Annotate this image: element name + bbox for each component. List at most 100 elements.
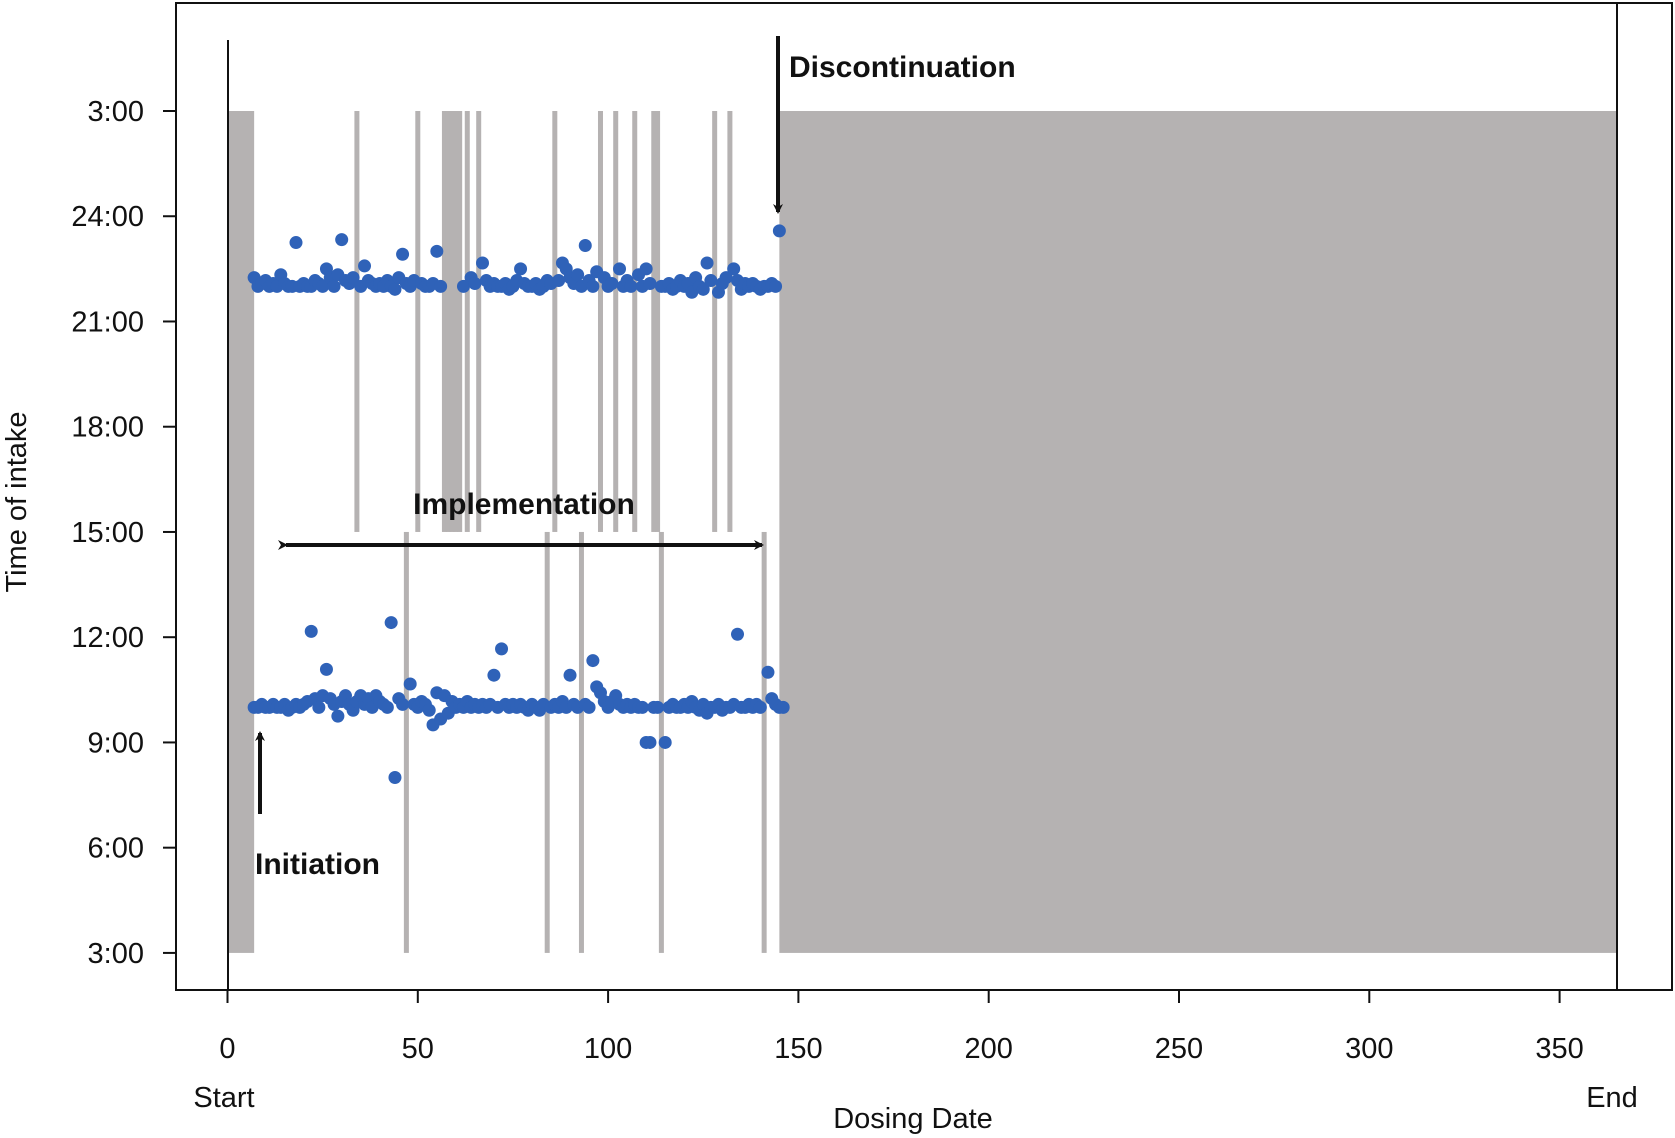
- morning-intake-point: [312, 700, 326, 714]
- evening-intake-point: [772, 224, 786, 238]
- missed-evening-bar: [445, 111, 451, 532]
- evening-intake-point: [316, 279, 330, 293]
- morning-intake-point: [396, 697, 410, 711]
- morning-intake-point: [582, 700, 596, 714]
- discontinuation-label: Discontinuation: [789, 51, 1016, 84]
- y-tick-label: 12:00: [71, 622, 144, 654]
- missed-evening-bar: [441, 111, 447, 532]
- missed-evening-bar: [476, 111, 482, 532]
- shaded-periods: [227, 111, 1617, 953]
- evening-intake-point: [704, 274, 718, 288]
- x-tick-label: 250: [1155, 1033, 1203, 1065]
- morning-intake-point: [586, 654, 600, 668]
- y-tick-label: 15:00: [71, 517, 144, 549]
- evening-intake-point: [769, 279, 783, 293]
- morning-intake-point: [635, 700, 649, 714]
- morning-intake-point: [776, 700, 790, 714]
- x-tick-label: 350: [1535, 1033, 1583, 1065]
- missed-evening-bar: [655, 111, 661, 532]
- morning-intake-point: [422, 703, 436, 717]
- missed-evening-bar: [632, 111, 638, 532]
- missed-morning-bar: [578, 531, 584, 953]
- annotations: Discontinuation Implementation Initiatio…: [255, 36, 1016, 881]
- morning-intake-point: [643, 735, 657, 749]
- x-tick-label: 150: [774, 1033, 822, 1065]
- evening-intake-point: [358, 259, 372, 273]
- axes: 0 50 100 150 200 250 300 350 3:00 24:00 21:00 18:00…: [71, 96, 1583, 1065]
- evening-intake-point: [514, 262, 528, 276]
- evening-intake-point: [434, 279, 448, 293]
- intake-points: [247, 224, 790, 785]
- missed-morning-bar: [544, 531, 550, 953]
- missed-evening-bar: [597, 111, 603, 532]
- x-tick-label: 50: [402, 1033, 434, 1065]
- morning-intake-point: [658, 735, 672, 749]
- evening-intake-point: [327, 279, 341, 293]
- missed-morning-bar: [761, 531, 767, 953]
- evening-intake-point: [586, 279, 600, 293]
- evening-intake-point: [396, 247, 410, 261]
- x-axis-label: Dosing Date: [833, 1103, 993, 1135]
- morning-intake-point: [761, 665, 775, 679]
- evening-intake-point: [335, 233, 349, 247]
- evening-intake-point: [289, 236, 303, 250]
- missed-evening-bar: [415, 111, 421, 532]
- morning-intake-point: [403, 677, 417, 691]
- morning-intake-point: [384, 616, 398, 630]
- shaded-period: [779, 111, 1617, 953]
- x-tick-label: 300: [1345, 1033, 1393, 1065]
- x-start-label: Start: [193, 1082, 254, 1114]
- missed-evening-bar: [453, 111, 459, 532]
- missed-evening-bar: [464, 111, 470, 532]
- missed-evening-bar: [354, 111, 360, 532]
- y-tick-label: 18:00: [71, 412, 144, 444]
- evening-intake-point: [346, 271, 360, 285]
- morning-intake-point: [753, 700, 767, 714]
- y-tick-label: 9:00: [88, 727, 144, 759]
- missed-evening-bar: [651, 111, 657, 532]
- evening-intake-point: [624, 279, 638, 293]
- evening-intake-point: [643, 276, 657, 290]
- missed-evening-bar: [613, 111, 619, 532]
- y-tick-label: 3:00: [88, 96, 144, 128]
- evening-intake-point: [639, 262, 653, 276]
- evening-intake-point: [696, 282, 710, 296]
- evening-intake-point: [719, 271, 733, 285]
- morning-intake-point: [388, 771, 402, 785]
- evening-intake-point: [476, 256, 490, 270]
- morning-intake-point: [380, 700, 394, 714]
- morning-intake-point: [731, 627, 745, 641]
- x-tick-label: 0: [219, 1033, 235, 1065]
- morning-intake-point: [651, 700, 665, 714]
- morning-intake-point: [319, 662, 333, 676]
- x-tick-label: 200: [965, 1033, 1013, 1065]
- evening-intake-point: [613, 262, 627, 276]
- morning-intake-point: [487, 668, 501, 682]
- y-tick-label: 3:00: [88, 938, 144, 970]
- x-tick-label: 100: [584, 1033, 632, 1065]
- evening-intake-point: [578, 238, 592, 252]
- y-tick-label: 21:00: [71, 306, 144, 338]
- evening-intake-point: [605, 276, 619, 290]
- evening-intake-point: [700, 256, 714, 270]
- x-end-label: End: [1586, 1082, 1638, 1114]
- missed-dose-bars: [354, 111, 767, 953]
- y-tick-label: 24:00: [71, 201, 144, 233]
- y-axis-label: Time of intake: [1, 411, 33, 592]
- morning-intake-point: [495, 642, 509, 656]
- morning-intake-point: [304, 624, 318, 638]
- y-tick-label: 6:00: [88, 833, 144, 865]
- evening-intake-point: [727, 262, 741, 276]
- missed-evening-bar: [552, 111, 558, 532]
- shaded-period: [227, 111, 255, 953]
- morning-intake-point: [563, 668, 577, 682]
- implementation-label: Implementation: [413, 488, 635, 521]
- evening-intake-point: [552, 274, 566, 288]
- missed-evening-bar: [457, 111, 463, 532]
- missed-evening-bar: [449, 111, 455, 532]
- missed-morning-bar: [403, 531, 409, 953]
- evening-intake-point: [430, 244, 444, 258]
- missed-evening-bar: [712, 111, 718, 532]
- evening-intake-point: [468, 276, 482, 290]
